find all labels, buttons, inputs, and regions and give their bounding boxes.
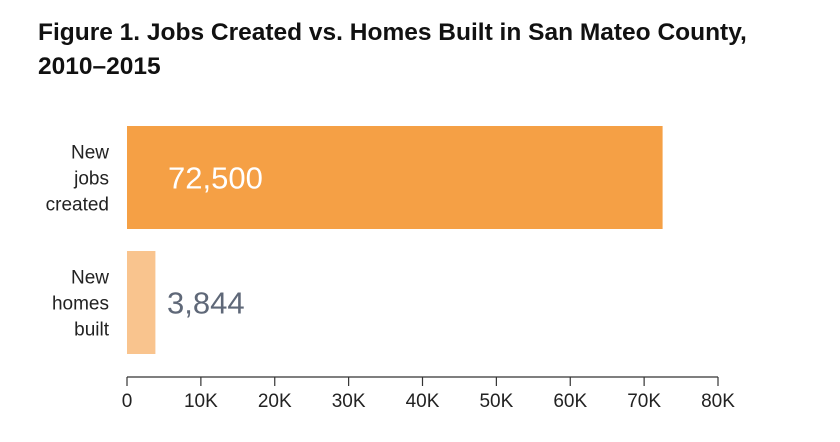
category-label-line: homes <box>52 294 109 315</box>
x-tick-label: 50K <box>479 391 513 412</box>
x-tick-label: 80K <box>701 391 735 412</box>
chart-title-line-1: Figure 1. Jobs Created vs. Homes Built i… <box>38 19 747 46</box>
x-tick-label: 40K <box>406 391 440 412</box>
category-label-line: New <box>71 143 109 164</box>
value-label-jobs: 72,500 <box>168 161 263 196</box>
chart-title: Figure 1. Jobs Created vs. Homes Built i… <box>38 16 838 84</box>
category-label-line: created <box>46 195 109 216</box>
x-tick-label: 0 <box>122 391 133 412</box>
value-label-homes: 3,844 <box>167 286 245 321</box>
x-tick-label: 10K <box>184 391 218 412</box>
chart-title-line-2: 2010–2015 <box>38 53 161 80</box>
bar-homes <box>127 251 156 354</box>
x-tick-label: 70K <box>627 391 661 412</box>
x-tick-label: 30K <box>332 391 366 412</box>
x-tick-label: 60K <box>553 391 587 412</box>
bar-jobs <box>127 126 663 229</box>
category-label-line: jobs <box>73 169 109 190</box>
category-label-homes: New homes built <box>52 268 110 341</box>
category-label-line: New <box>71 268 109 289</box>
x-tick-label: 20K <box>258 391 292 412</box>
category-label-jobs: New jobs created <box>46 143 110 216</box>
category-label-line: built <box>74 320 110 341</box>
